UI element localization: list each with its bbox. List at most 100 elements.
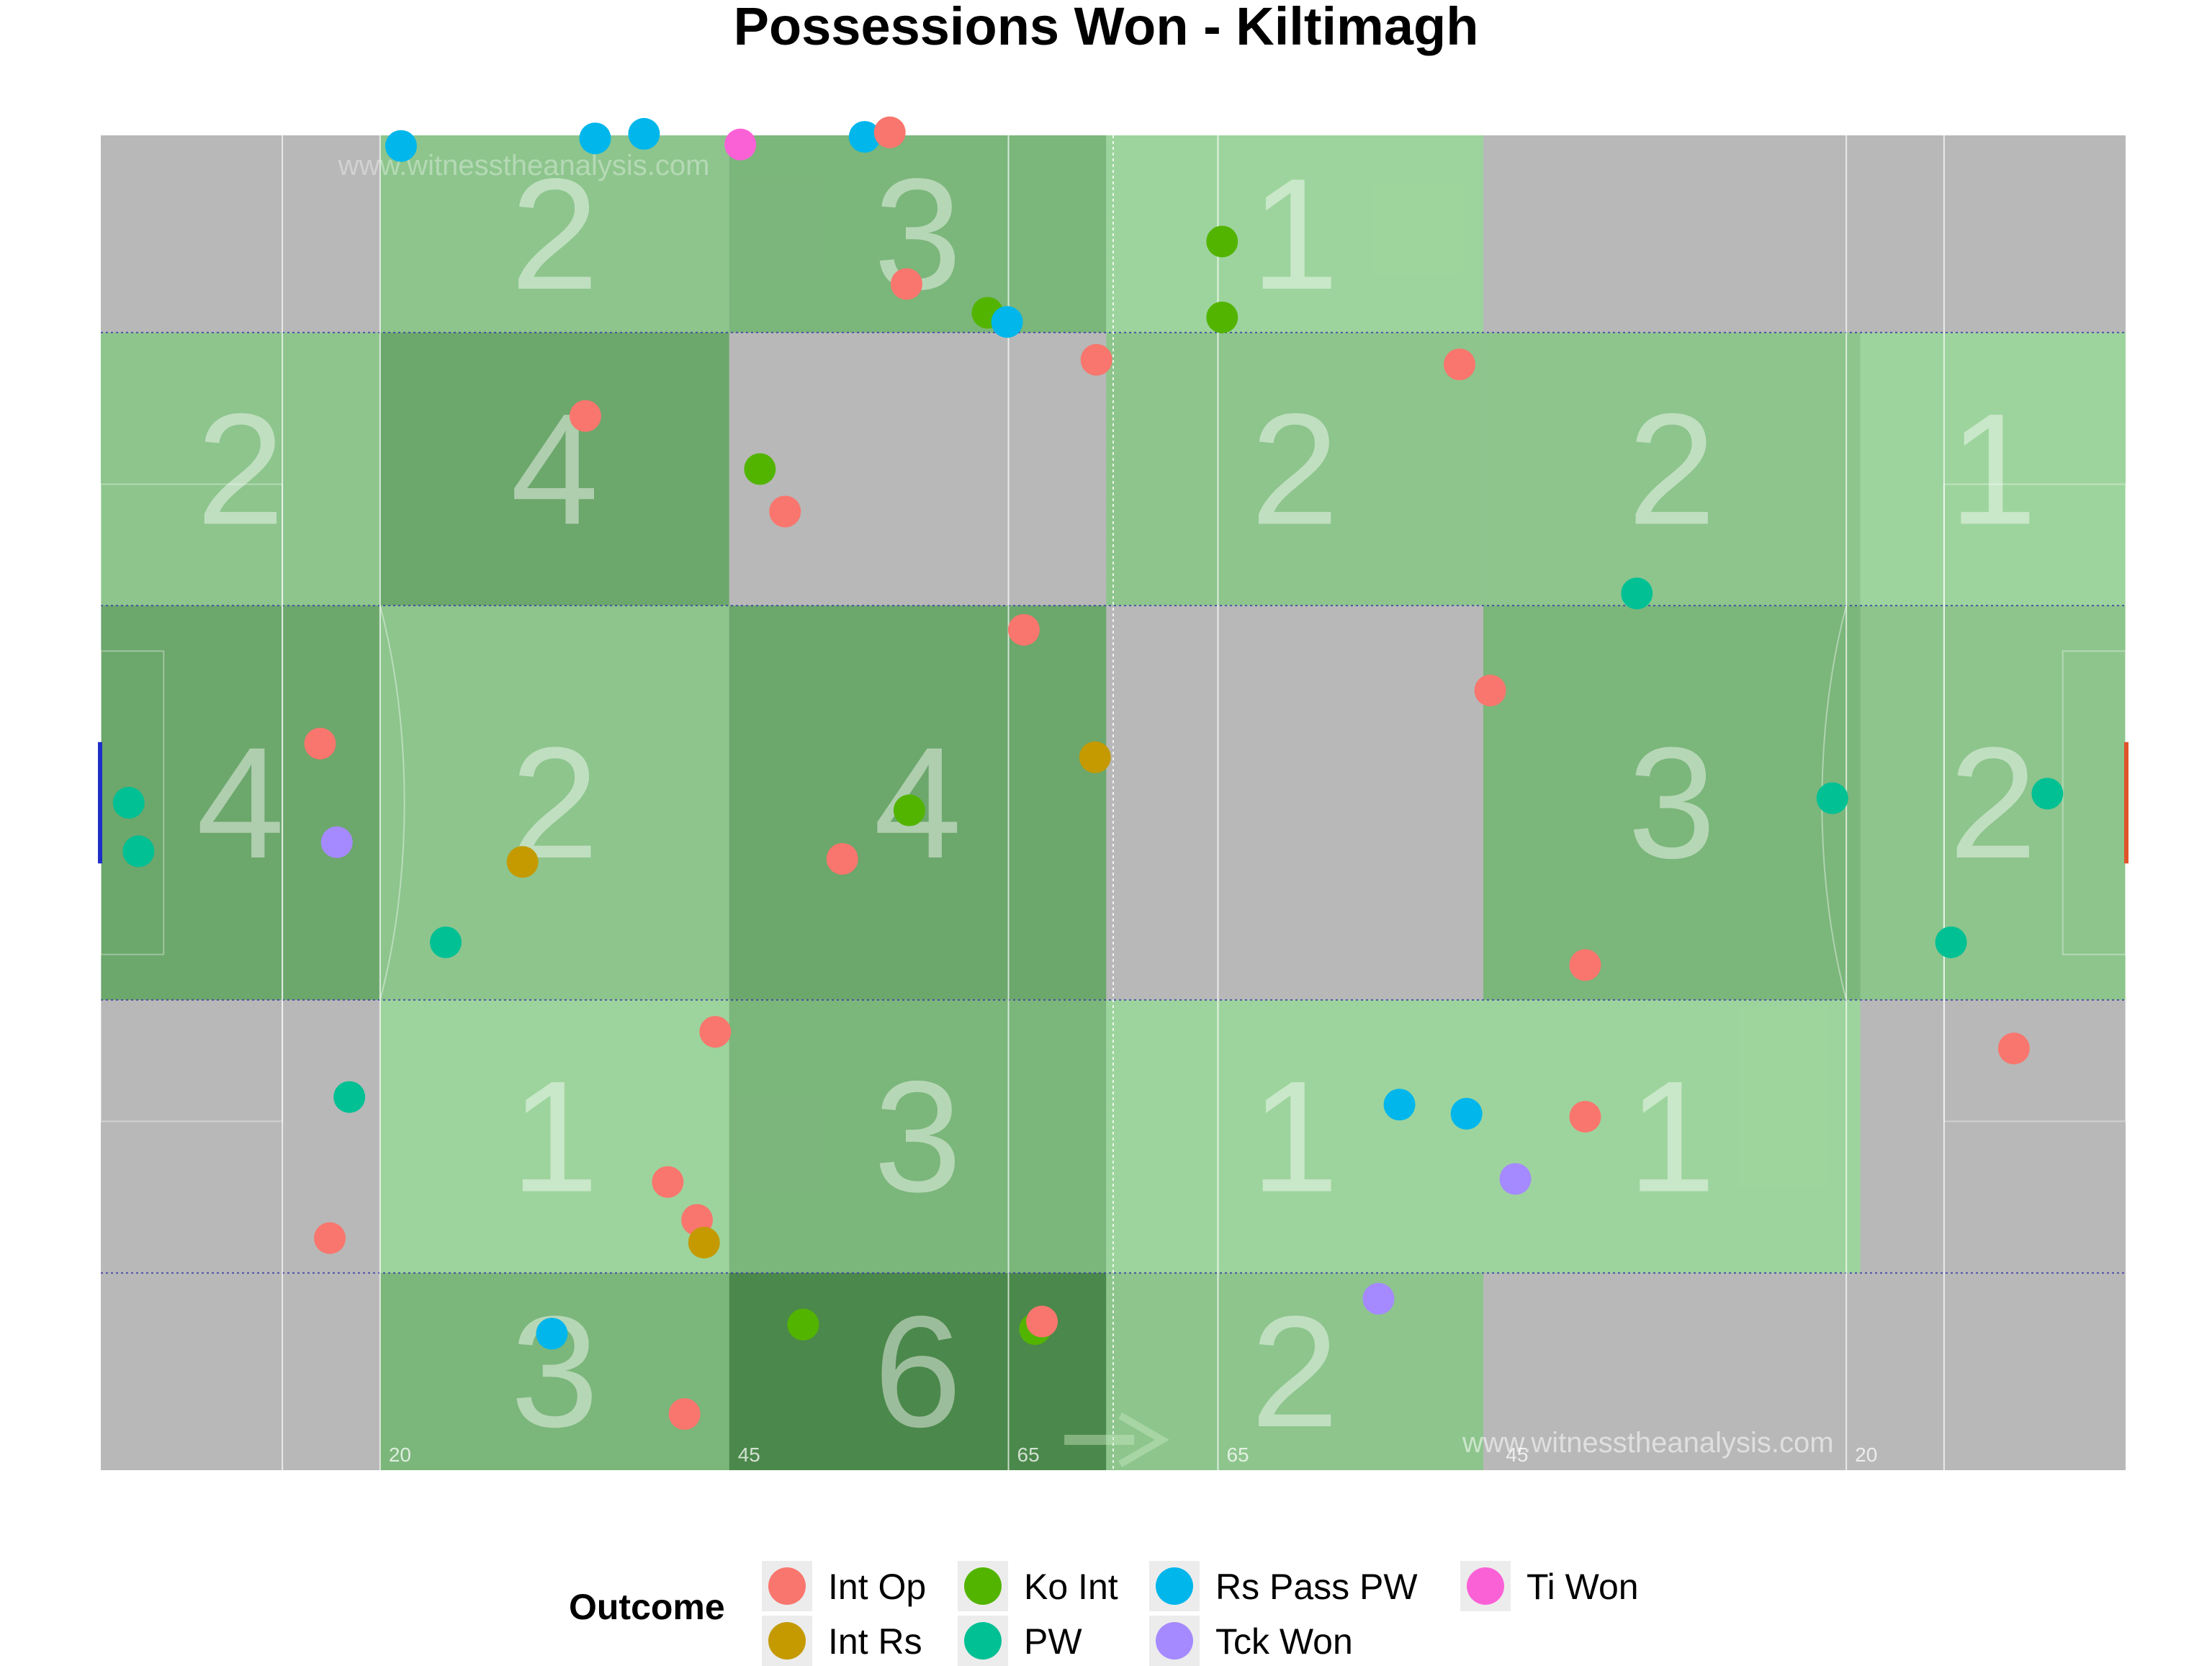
zone-shade bbox=[1483, 605, 1861, 1000]
zone-count-label: 3 bbox=[1628, 714, 1716, 891]
point-pw bbox=[333, 1081, 366, 1113]
direction-arrow-head bbox=[1118, 1412, 1169, 1467]
point-pw bbox=[112, 787, 145, 819]
zone-fill bbox=[101, 332, 380, 606]
zone-shade bbox=[1860, 605, 2126, 1000]
zone-count-label: 2 bbox=[1628, 381, 1716, 558]
zone-shade bbox=[729, 135, 1107, 333]
point-int-op bbox=[314, 1222, 346, 1254]
zone-fill bbox=[1860, 332, 2126, 606]
zone-fill bbox=[729, 999, 1107, 1274]
zone-count-label: 2 bbox=[197, 381, 284, 558]
zone-fill bbox=[1106, 332, 1483, 606]
zone-count-label: 2 bbox=[1251, 381, 1339, 558]
goal-right bbox=[2124, 742, 2128, 864]
point-int-op bbox=[1474, 675, 1506, 707]
zone-fill bbox=[1483, 332, 1861, 606]
zone-fill bbox=[729, 135, 1107, 333]
zone-cell bbox=[1106, 135, 1483, 333]
point-pw bbox=[430, 926, 462, 958]
zone-shade bbox=[379, 999, 729, 1274]
point-pw bbox=[1816, 782, 1848, 814]
zone-shade bbox=[1106, 999, 1483, 1274]
zone-fill bbox=[1860, 605, 2126, 1000]
zone-fill bbox=[1106, 999, 1483, 1274]
zone-count-label: 3 bbox=[511, 1283, 598, 1460]
point-ko-int bbox=[1206, 301, 1238, 333]
point-int-op bbox=[769, 495, 801, 528]
zone-fill bbox=[1483, 605, 1861, 1000]
zone-shade bbox=[1483, 999, 1861, 1274]
zone-shade bbox=[1106, 332, 1483, 606]
point-int-op bbox=[1997, 1032, 2030, 1065]
point-tck-won bbox=[1499, 1163, 1532, 1195]
distance-label: 20 bbox=[1855, 1444, 1877, 1466]
distance-label: 45 bbox=[738, 1444, 760, 1466]
zone-fill bbox=[379, 999, 729, 1274]
point-rs-pass-pw bbox=[628, 117, 660, 150]
point-int-op bbox=[1443, 348, 1475, 381]
zone-cell bbox=[729, 999, 1107, 1274]
point-tck-won bbox=[320, 826, 353, 858]
zone-count-label: 1 bbox=[1251, 145, 1339, 323]
point-int-op bbox=[890, 268, 922, 300]
point-pw bbox=[1935, 926, 1967, 958]
point-int-rs bbox=[688, 1226, 720, 1258]
point-int-op bbox=[1080, 343, 1112, 376]
distance-label: 45 bbox=[1506, 1444, 1528, 1466]
zone-count-label: 6 bbox=[873, 1283, 961, 1460]
pitch-markings bbox=[98, 135, 2128, 1470]
zone-count-label: 2 bbox=[511, 145, 598, 323]
point-ko-int bbox=[744, 453, 776, 485]
chart-title: Possessions Won - Kiltimagh bbox=[733, 0, 1479, 56]
zone-cell bbox=[1860, 605, 2126, 1000]
zone-fill bbox=[1106, 1273, 1483, 1470]
zone-shade bbox=[729, 999, 1107, 1274]
point-pw bbox=[122, 835, 155, 868]
zone-shade bbox=[101, 605, 380, 1000]
zone-fill bbox=[1483, 999, 1861, 1274]
zone-fill bbox=[101, 605, 380, 1000]
point-int-op bbox=[652, 1166, 684, 1198]
zone-shade bbox=[1106, 135, 1483, 333]
zone-cell bbox=[379, 1273, 729, 1470]
zone-shade bbox=[379, 332, 729, 606]
point-rs-pass-pw bbox=[991, 306, 1023, 338]
point-int-op bbox=[826, 842, 858, 875]
zone-cell bbox=[379, 135, 729, 333]
point-int-op bbox=[1026, 1305, 1058, 1338]
zone-count-label: 1 bbox=[1251, 1048, 1339, 1225]
zone-cell bbox=[729, 135, 1107, 333]
distance-label: 65 bbox=[1017, 1444, 1040, 1466]
point-pw bbox=[2031, 778, 2064, 810]
point-int-rs bbox=[1079, 741, 1111, 773]
distance-label: 65 bbox=[1226, 1444, 1249, 1466]
zone-cell bbox=[101, 605, 380, 1000]
zone-count-label: 3 bbox=[873, 145, 961, 323]
zone-fill bbox=[1106, 135, 1483, 333]
zone-shade bbox=[101, 332, 380, 606]
zone-count-label: 1 bbox=[1949, 381, 2037, 558]
watermark: www.witnesstheanalysis.com bbox=[1462, 1427, 1834, 1459]
zone-count-label: 1 bbox=[1628, 1048, 1716, 1225]
zone-cell bbox=[101, 332, 380, 606]
point-int-rs bbox=[506, 846, 539, 878]
zone-count-label: 4 bbox=[197, 714, 284, 891]
point-int-op bbox=[1007, 613, 1040, 646]
goal-left bbox=[98, 742, 102, 864]
zone-cell bbox=[379, 332, 729, 606]
points-layer bbox=[112, 116, 2064, 1431]
zone-cell bbox=[1106, 332, 1483, 606]
zone-shade bbox=[1106, 1273, 1483, 1470]
zone-count-label: 2 bbox=[1949, 714, 2037, 891]
zone-cell bbox=[379, 999, 729, 1274]
point-int-op bbox=[699, 1016, 732, 1048]
point-int-op bbox=[1569, 1101, 1601, 1133]
point-int-op bbox=[873, 116, 906, 148]
zone-shade bbox=[1483, 332, 1861, 606]
point-rs-pass-pw bbox=[1450, 1097, 1483, 1130]
point-int-op bbox=[1569, 949, 1601, 981]
zone-count-label: 2 bbox=[1251, 1283, 1339, 1460]
zone-fill bbox=[379, 1273, 729, 1470]
